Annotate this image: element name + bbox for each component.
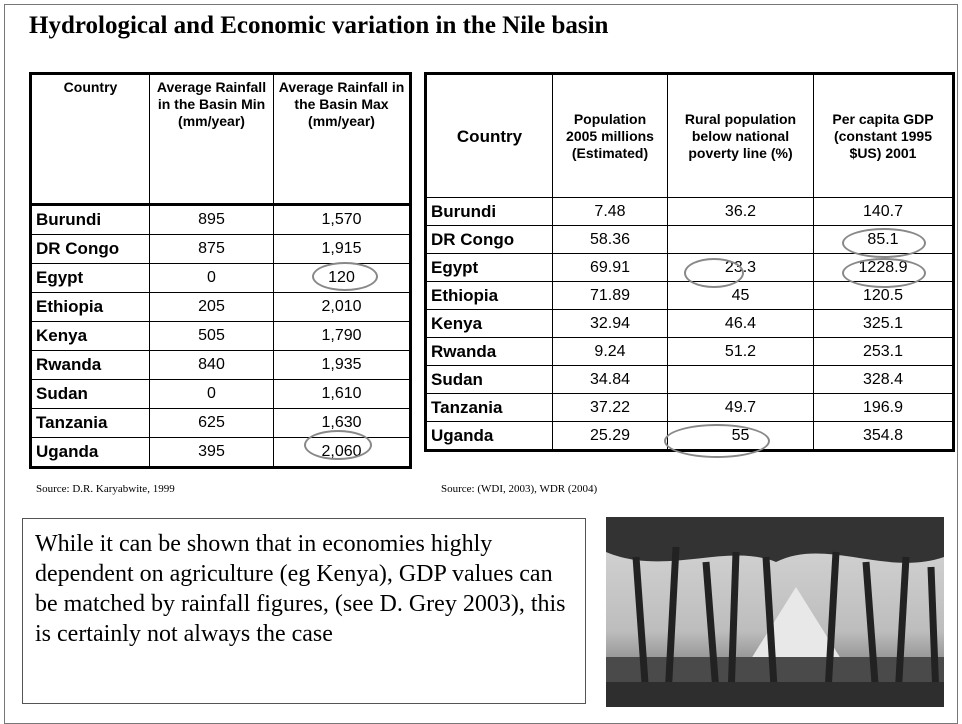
source-note: Source: D.R. Karyabwite, 1999 [36,483,175,495]
highlight-ring [304,430,372,460]
value-cell: 625 [150,409,274,438]
value-cell: 1,790 [274,322,411,351]
value-cell: 325.1 [814,310,954,338]
country-cell: Burundi [426,198,553,226]
value-cell: 196.9 [814,394,954,422]
value-cell: 0 [150,380,274,409]
value-cell: 69.91 [553,254,668,282]
value-cell: 46.4 [668,310,814,338]
country-cell: Burundi [31,205,150,235]
country-cell: Egypt [31,264,150,293]
country-cell: DR Congo [426,226,553,254]
column-header: Average Rainfall in the Basin Max (mm/ye… [274,74,411,205]
country-cell: Rwanda [426,338,553,366]
value-cell: 1,935 [274,351,411,380]
value-cell: 7.48 [553,198,668,226]
value-cell: 895 [150,205,274,235]
column-header: Population 2005 millions (Estimated) [553,74,668,198]
value-cell: 36.2 [668,198,814,226]
country-cell: Kenya [426,310,553,338]
column-header: Per capita GDP (constant 1995 $US) 2001 [814,74,954,198]
country-cell: Ethiopia [426,282,553,310]
title: Hydrological and Economic variation in t… [29,12,608,40]
highlight-ring [842,228,926,258]
value-cell: 2,010 [274,293,411,322]
country-cell: Kenya [31,322,150,351]
country-cell: Sudan [426,366,553,394]
value-cell: 0 [150,264,274,293]
column-header: Rural population below national poverty … [668,74,814,198]
value-cell: 505 [150,322,274,351]
value-cell: 354.8 [814,422,954,451]
column-header: Average Rainfall in the Basin Min (mm/ye… [150,74,274,205]
palm-photo [606,517,944,707]
value-cell: 205 [150,293,274,322]
value-cell: 25.29 [553,422,668,451]
value-cell: 32.94 [553,310,668,338]
highlight-ring [312,262,378,291]
highlight-ring [684,258,744,288]
text-box: While it can be shown that in economies … [22,518,586,704]
country-cell: DR Congo [31,235,150,264]
value-cell: 1,570 [274,205,411,235]
value-cell [668,226,814,254]
value-cell: 395 [150,438,274,468]
country-cell: Egypt [426,254,553,282]
value-cell: 49.7 [668,394,814,422]
page: Hydrological and Economic variation in t… [0,0,962,710]
highlight-ring [842,258,926,288]
value-cell: 1,610 [274,380,411,409]
value-cell: 140.7 [814,198,954,226]
value-cell: 34.84 [553,366,668,394]
country-cell: Tanzania [426,394,553,422]
value-cell: 37.22 [553,394,668,422]
country-cell: Uganda [426,422,553,451]
column-header: Country [426,74,553,198]
column-header: Country [31,74,150,205]
value-cell: 9.24 [553,338,668,366]
country-cell: Rwanda [31,351,150,380]
value-cell: 253.1 [814,338,954,366]
country-cell: Tanzania [31,409,150,438]
value-cell: 58.36 [553,226,668,254]
value-cell [668,366,814,394]
value-cell: 71.89 [553,282,668,310]
country-cell: Sudan [31,380,150,409]
value-cell: 45 [668,282,814,310]
value-cell: 51.2 [668,338,814,366]
value-cell: 328.4 [814,366,954,394]
country-cell: Uganda [31,438,150,468]
highlight-ring [664,424,770,458]
value-cell: 840 [150,351,274,380]
source-note: Source: (WDI, 2003), WDR (2004) [441,483,597,495]
value-cell: 875 [150,235,274,264]
value-cell: 1,915 [274,235,411,264]
country-cell: Ethiopia [31,293,150,322]
